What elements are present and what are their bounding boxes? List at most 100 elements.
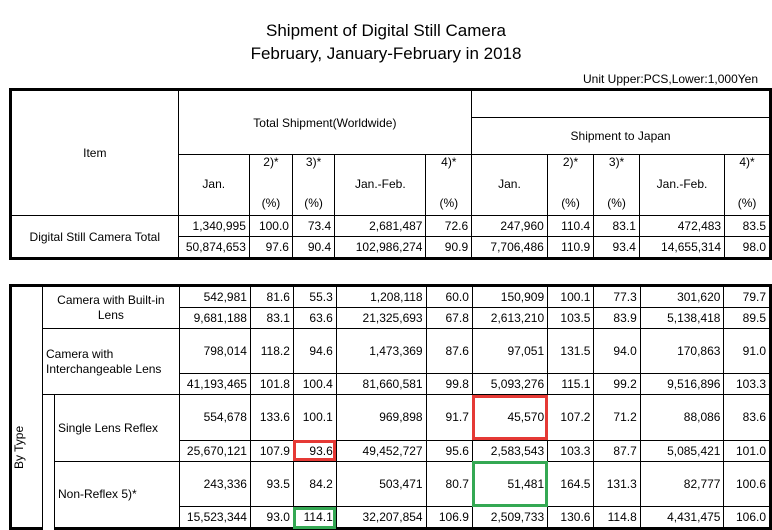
cell: 97,051: [471, 327, 549, 375]
cell: 107.2: [547, 394, 595, 441]
cell: 99.2: [593, 373, 641, 396]
cell: 130.6: [547, 506, 595, 530]
report-subtitle: February, January-February in 2018: [250, 44, 522, 63]
cell: 91.7: [425, 394, 473, 441]
cell: 41,193,465: [178, 373, 251, 396]
cell: 73.4: [291, 215, 336, 237]
cell: 100.0: [248, 215, 293, 237]
cell: 87.6: [425, 327, 473, 375]
total-shipment-header: Total Shipment(Worldwide): [177, 88, 473, 155]
cell: 503,471: [335, 460, 427, 508]
report-title: Shipment of Digital Still Camera: [266, 21, 506, 40]
cell: 131.3: [593, 460, 641, 508]
cell: 554,678: [178, 394, 251, 441]
cell: 170,863: [639, 327, 725, 375]
cell: 100.4: [292, 373, 337, 396]
row-label-interchangeable: Camera with Interchangeable Lens: [42, 327, 180, 396]
cell: 542,981: [178, 284, 251, 308]
cell: 83.1: [249, 307, 294, 329]
cell: 55.3: [292, 284, 337, 308]
cell: 83.9: [593, 307, 641, 329]
japan-jan-header: Jan.: [471, 154, 548, 191]
cell: 49,452,727: [335, 439, 427, 462]
jan-header: Jan.: [177, 154, 250, 191]
cell: 63.6: [292, 307, 337, 329]
pct-label: (%): [546, 191, 595, 216]
cell: 89.5: [723, 307, 772, 329]
table-row: Single Lens Reflex 554,678 133.6 100.1 9…: [11, 394, 772, 529]
cell: 106.0: [723, 506, 772, 530]
cell: 32,207,854: [335, 506, 427, 530]
cell: 94.6: [292, 327, 337, 375]
cell: 81,660,581: [335, 373, 427, 396]
cell: 9,516,896: [639, 373, 725, 396]
by-type-cell: By Type: [9, 284, 43, 530]
cell: 50,874,653: [177, 236, 250, 260]
cell: 93.5: [249, 460, 294, 508]
row-label-builtin: Camera with Built-in Lens: [42, 284, 180, 329]
cell: 100.6: [723, 460, 772, 508]
cell: 103.3: [723, 373, 772, 396]
cell: 2,509,733: [471, 506, 549, 530]
janfeb-header: Jan.-Feb.: [334, 154, 427, 191]
cell: 83.5: [724, 215, 772, 237]
col4-header: 4)*: [425, 154, 473, 191]
japan-col2-header: 2)*: [546, 154, 595, 191]
cell: 71.2: [593, 394, 641, 441]
table-row: 41,193,465 101.8 100.4 81,660,581 99.8 5…: [11, 373, 772, 396]
indent-cell: [42, 394, 55, 529]
pct-label: (%): [248, 191, 293, 216]
cell: 131.5: [547, 327, 595, 375]
row-label-nonreflex: Non-Reflex 5)*: [53, 460, 180, 530]
row-label-total: Digital Still Camera Total: [9, 215, 179, 260]
cell: 14,655,314: [638, 236, 726, 260]
cell: 150,909: [471, 284, 549, 308]
table-row: By Type Camera with Built-in Lens 542,98…: [9, 284, 772, 530]
cell: 7,706,486: [471, 236, 548, 260]
cell: 118.2: [249, 327, 294, 375]
japan-empty: [471, 88, 772, 118]
cell: 1,473,369: [335, 327, 427, 375]
cell: 98.0: [724, 236, 772, 260]
cell: 93.0: [249, 506, 294, 530]
cell: 80.7: [425, 460, 473, 508]
cell: 1,340,995: [177, 215, 250, 237]
col2-header: 2)*: [248, 154, 293, 191]
cell: 243,336: [178, 460, 251, 508]
cell: 107.9: [249, 439, 294, 462]
cell: 94.0: [593, 327, 641, 375]
cell: 101.0: [723, 439, 772, 462]
cell: 2,613,210: [471, 307, 549, 329]
cell: 72.6: [425, 215, 473, 237]
cell: 247,960: [471, 215, 548, 237]
japan-col4-header: 4)*: [724, 154, 772, 191]
cell: 5,093,276: [471, 373, 549, 396]
cell: 79.7: [723, 284, 772, 308]
japan-janfeb-header: Jan.-Feb.: [638, 154, 726, 191]
cell: 798,014: [178, 327, 251, 375]
unit-note: Unit Upper:PCS,Lower:1,000Yen: [583, 72, 758, 86]
cell: 97.6: [248, 236, 293, 260]
cell: 93.4: [593, 236, 640, 260]
summary-table: Item Total Shipment(Worldwide) Shipment …: [9, 88, 772, 260]
cell: 110.4: [546, 215, 595, 237]
cell: 101.8: [249, 373, 294, 396]
cell: 100.1: [547, 284, 595, 308]
cell: 110.9: [546, 236, 595, 260]
highlighted-cell: 51,481: [471, 460, 549, 508]
cell: 99.8: [425, 373, 473, 396]
cell: 472,483: [638, 215, 726, 237]
item-header: Item: [9, 88, 179, 216]
cell: 83.6: [723, 394, 772, 441]
cell: 103.3: [547, 439, 595, 462]
cell: 164.5: [547, 460, 595, 508]
cell: 81.6: [249, 284, 294, 308]
cell: 102,986,274: [334, 236, 427, 260]
table-row: Digital Still Camera Total 1,340,995 100…: [9, 215, 772, 260]
cell: 1,208,118: [335, 284, 427, 308]
col3-header: 3)*: [291, 154, 336, 191]
cell: 87.7: [593, 439, 641, 462]
cell: 969,898: [335, 394, 427, 441]
by-type-table: By Type Camera with Built-in Lens 542,98…: [9, 284, 772, 530]
cell: 103.5: [547, 307, 595, 329]
